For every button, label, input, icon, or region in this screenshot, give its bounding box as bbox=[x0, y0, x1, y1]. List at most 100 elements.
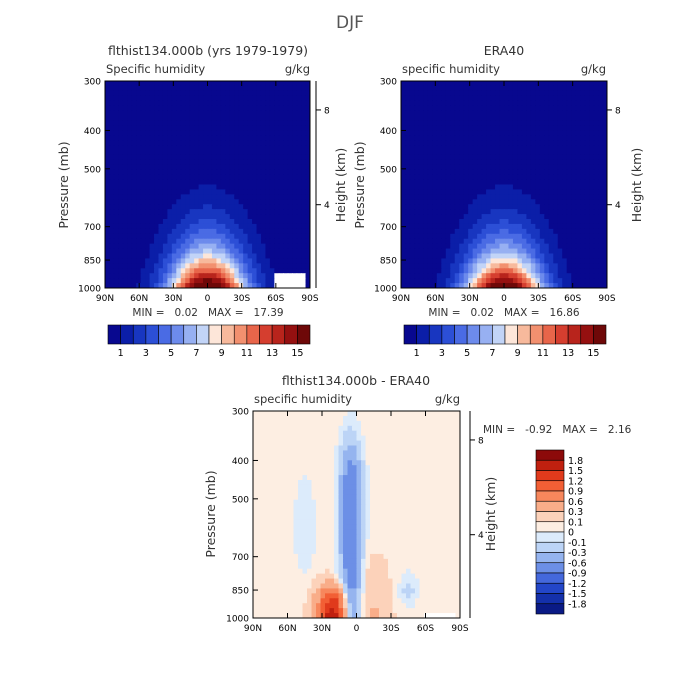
field-cell bbox=[122, 263, 128, 269]
field-cell bbox=[374, 499, 380, 506]
field-cell bbox=[284, 475, 290, 481]
field-cell bbox=[225, 145, 231, 151]
field-cell bbox=[154, 140, 160, 146]
field-cell bbox=[162, 95, 168, 102]
field-cell bbox=[211, 184, 218, 191]
field-cell bbox=[557, 120, 563, 126]
field-cell bbox=[162, 228, 168, 235]
field-cell bbox=[427, 135, 433, 141]
field-cell bbox=[207, 209, 213, 215]
field-cell bbox=[423, 189, 429, 195]
field-cell bbox=[220, 90, 226, 97]
field-cell bbox=[593, 95, 599, 102]
field-cell bbox=[584, 140, 590, 146]
field-cell bbox=[437, 460, 443, 466]
field-cell bbox=[598, 243, 604, 250]
field-cell bbox=[517, 169, 523, 176]
field-cell bbox=[508, 258, 514, 264]
field-cell bbox=[347, 425, 353, 432]
field-cell bbox=[229, 273, 235, 279]
field-cell bbox=[271, 430, 277, 437]
field-cell bbox=[220, 159, 226, 166]
field-cell bbox=[284, 484, 290, 491]
field-cell bbox=[589, 110, 595, 117]
field-cell bbox=[122, 150, 128, 156]
field-cell bbox=[472, 140, 478, 146]
field-cell bbox=[589, 169, 595, 176]
field-cell bbox=[140, 278, 146, 284]
field-cell bbox=[180, 174, 186, 181]
field-cell bbox=[580, 219, 586, 225]
field-cell bbox=[486, 204, 492, 210]
field-cell bbox=[598, 125, 604, 131]
field-cell bbox=[530, 145, 536, 151]
field-cell bbox=[446, 445, 452, 452]
field-cell bbox=[512, 105, 519, 112]
field-cell bbox=[176, 184, 182, 191]
field-cell bbox=[450, 243, 456, 250]
field-cell bbox=[427, 174, 433, 181]
field-cell bbox=[158, 209, 164, 215]
field-cell bbox=[602, 204, 607, 210]
field-cell bbox=[388, 504, 394, 511]
field-cell bbox=[260, 81, 267, 87]
field-cell bbox=[113, 253, 119, 260]
field-cell bbox=[598, 95, 604, 102]
field-cell bbox=[575, 214, 581, 220]
field-cell bbox=[486, 164, 492, 171]
field-cell bbox=[243, 248, 249, 255]
field-cell bbox=[508, 248, 514, 255]
field-cell bbox=[481, 125, 487, 131]
field-cell bbox=[490, 184, 496, 191]
field-cell bbox=[225, 169, 231, 176]
field-cell bbox=[269, 115, 275, 122]
field-cell bbox=[211, 253, 218, 260]
field-cell bbox=[575, 189, 581, 195]
field-cell bbox=[203, 184, 209, 191]
field-cell bbox=[180, 95, 186, 102]
field-cell bbox=[504, 90, 510, 97]
field-cell bbox=[490, 120, 496, 126]
field-cell bbox=[589, 199, 595, 205]
field-cell bbox=[198, 159, 204, 166]
field-cell bbox=[298, 415, 304, 422]
field-cell bbox=[171, 278, 177, 284]
field-cell bbox=[454, 81, 460, 87]
field-cell bbox=[490, 283, 496, 288]
field-cell bbox=[185, 253, 191, 260]
field-cell bbox=[512, 135, 519, 141]
field-cell bbox=[247, 150, 253, 156]
field-cell bbox=[243, 95, 249, 102]
field-cell bbox=[154, 214, 160, 220]
field-cell bbox=[397, 445, 403, 452]
field-cell bbox=[544, 268, 550, 274]
field-cell bbox=[580, 174, 586, 181]
field-cell bbox=[397, 504, 403, 511]
field-cell bbox=[274, 243, 280, 250]
field-cell bbox=[405, 95, 411, 102]
field-cell bbox=[584, 120, 590, 126]
field-cell bbox=[338, 430, 344, 437]
field-cell bbox=[105, 268, 111, 274]
field-cell bbox=[459, 238, 465, 245]
field-cell bbox=[530, 135, 536, 141]
field-cell bbox=[122, 184, 128, 191]
field-cell bbox=[131, 283, 137, 288]
field-cell bbox=[171, 268, 177, 274]
field-cell bbox=[140, 105, 146, 112]
field-cell bbox=[499, 253, 505, 260]
field-cell bbox=[557, 81, 563, 87]
field-cell bbox=[361, 425, 367, 432]
field-cell bbox=[508, 169, 514, 176]
field-cell bbox=[598, 100, 604, 107]
field-cell bbox=[140, 219, 146, 225]
field-cell bbox=[562, 233, 568, 240]
field-cell bbox=[347, 465, 353, 471]
field-cell bbox=[234, 223, 240, 230]
field-cell bbox=[468, 283, 474, 288]
field-cell bbox=[557, 278, 563, 284]
colorbar-label: 9 bbox=[515, 348, 521, 359]
field-cell bbox=[477, 278, 483, 284]
field-cell bbox=[185, 273, 191, 279]
field-cell bbox=[472, 145, 478, 151]
